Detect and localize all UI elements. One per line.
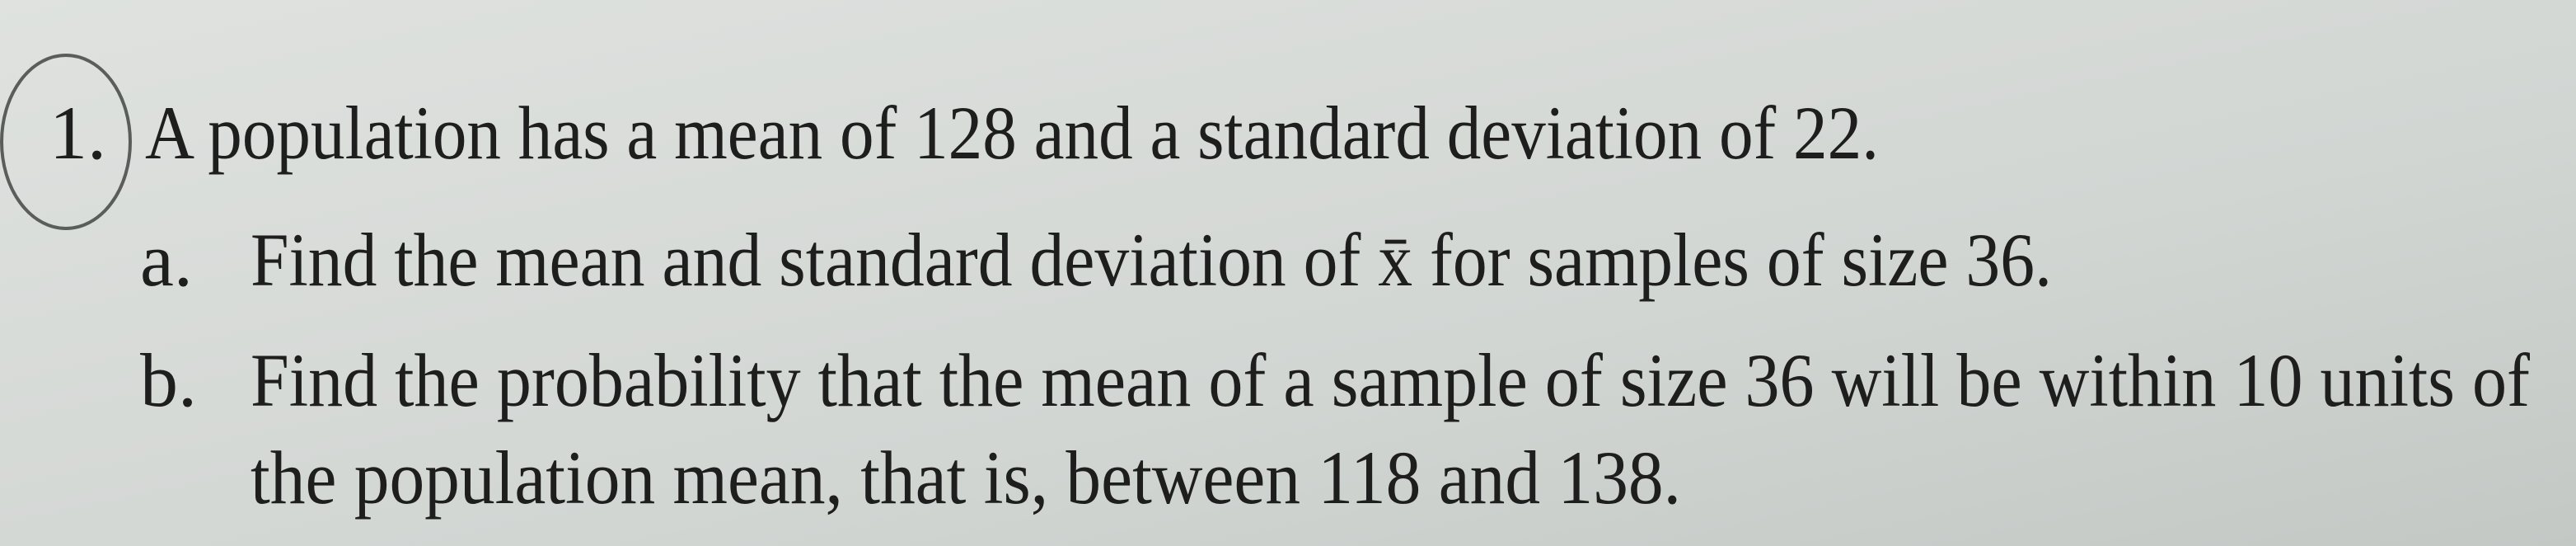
part-label: a. <box>140 218 193 302</box>
question-number: 1. <box>49 91 106 175</box>
part-text: the population mean, that is, between 11… <box>251 435 1681 520</box>
question-text: A population has a mean of 128 and a sta… <box>145 91 1879 175</box>
part-text: Find the probability that the mean of a … <box>251 338 2530 422</box>
part-text: Find the mean and standard deviation of … <box>251 218 2052 302</box>
hand-circle <box>0 54 132 230</box>
part-label: b. <box>140 338 197 422</box>
